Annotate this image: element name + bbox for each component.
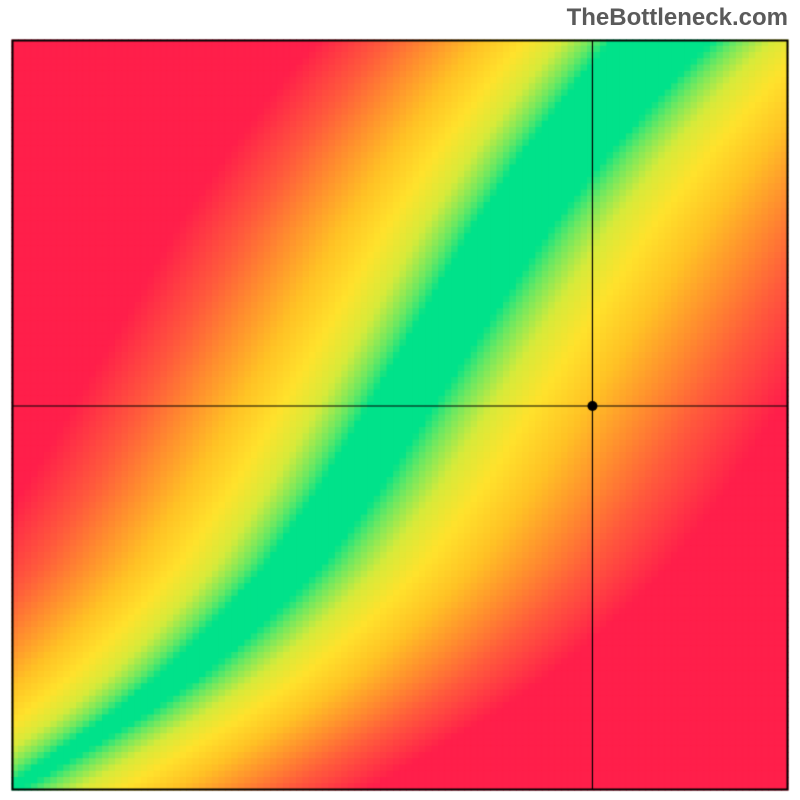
chart-container: TheBottleneck.com bbox=[0, 0, 800, 800]
heatmap-canvas bbox=[8, 36, 792, 794]
watermark-text: TheBottleneck.com bbox=[567, 4, 788, 32]
